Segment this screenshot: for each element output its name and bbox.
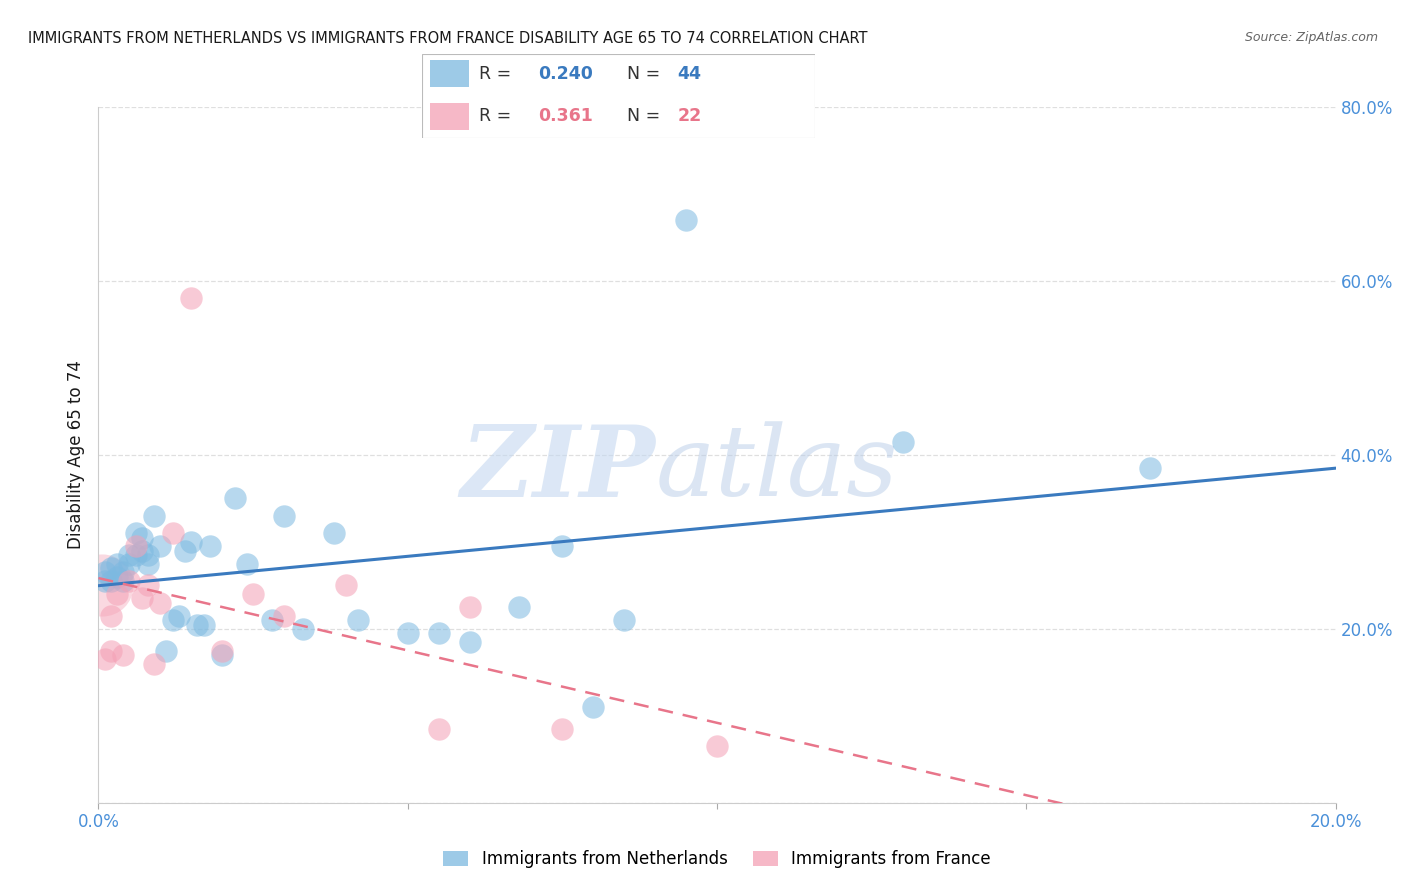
- Point: [224, 491, 246, 506]
- Point: [551, 539, 574, 553]
- Point: [90, 578, 112, 592]
- Point: [508, 600, 530, 615]
- Legend: Immigrants from Netherlands, Immigrants from France: Immigrants from Netherlands, Immigrants …: [437, 843, 997, 874]
- Point: [162, 526, 184, 541]
- Y-axis label: Disability Age 65 to 74: Disability Age 65 to 74: [67, 360, 86, 549]
- Point: [675, 213, 697, 227]
- Point: [211, 648, 233, 662]
- Point: [427, 626, 450, 640]
- Point: [260, 613, 283, 627]
- Point: [100, 608, 122, 623]
- Point: [112, 574, 135, 588]
- Point: [118, 548, 141, 562]
- Point: [136, 548, 159, 562]
- Point: [236, 557, 259, 571]
- Point: [162, 613, 184, 627]
- Text: 44: 44: [678, 65, 702, 83]
- Point: [335, 578, 357, 592]
- Point: [582, 700, 605, 714]
- Point: [105, 587, 128, 601]
- Text: R =: R =: [479, 65, 516, 83]
- Point: [551, 722, 574, 736]
- Point: [105, 557, 128, 571]
- Point: [149, 596, 172, 610]
- Point: [105, 570, 128, 584]
- Point: [93, 566, 115, 580]
- Point: [124, 526, 146, 541]
- Point: [143, 508, 166, 523]
- Point: [193, 617, 215, 632]
- Point: [347, 613, 370, 627]
- Point: [93, 574, 115, 588]
- Point: [174, 543, 197, 558]
- Point: [458, 600, 481, 615]
- Point: [100, 574, 122, 588]
- Point: [131, 543, 153, 558]
- Point: [136, 557, 159, 571]
- Point: [167, 608, 190, 623]
- Point: [93, 652, 115, 666]
- Point: [100, 561, 122, 575]
- Text: 22: 22: [678, 107, 702, 125]
- Text: 0.361: 0.361: [538, 107, 593, 125]
- Point: [706, 739, 728, 754]
- Bar: [430, 61, 470, 87]
- Point: [100, 643, 122, 657]
- Point: [396, 626, 419, 640]
- Point: [613, 613, 636, 627]
- Point: [131, 591, 153, 606]
- Point: [322, 526, 344, 541]
- Point: [149, 539, 172, 553]
- Text: R =: R =: [479, 107, 522, 125]
- Point: [112, 566, 135, 580]
- Point: [118, 574, 141, 588]
- Point: [180, 534, 202, 549]
- Point: [242, 587, 264, 601]
- Point: [118, 557, 141, 571]
- Text: IMMIGRANTS FROM NETHERLANDS VS IMMIGRANTS FROM FRANCE DISABILITY AGE 65 TO 74 CO: IMMIGRANTS FROM NETHERLANDS VS IMMIGRANT…: [28, 31, 868, 46]
- Point: [124, 539, 146, 553]
- Point: [273, 508, 295, 523]
- Point: [198, 539, 221, 553]
- Point: [136, 578, 159, 592]
- Point: [124, 548, 146, 562]
- Point: [180, 291, 202, 305]
- Point: [155, 643, 177, 657]
- Point: [112, 648, 135, 662]
- Point: [131, 531, 153, 545]
- Point: [291, 622, 314, 636]
- Point: [211, 643, 233, 657]
- Point: [427, 722, 450, 736]
- Point: [186, 617, 208, 632]
- Bar: [430, 103, 470, 130]
- Text: N =: N =: [627, 65, 665, 83]
- Text: atlas: atlas: [655, 421, 898, 516]
- Text: N =: N =: [627, 107, 665, 125]
- Point: [1139, 461, 1161, 475]
- Point: [891, 434, 914, 449]
- Text: 0.240: 0.240: [538, 65, 593, 83]
- Point: [458, 635, 481, 649]
- Text: ZIP: ZIP: [460, 421, 655, 517]
- Text: Source: ZipAtlas.com: Source: ZipAtlas.com: [1244, 31, 1378, 45]
- Point: [273, 608, 295, 623]
- Point: [143, 657, 166, 671]
